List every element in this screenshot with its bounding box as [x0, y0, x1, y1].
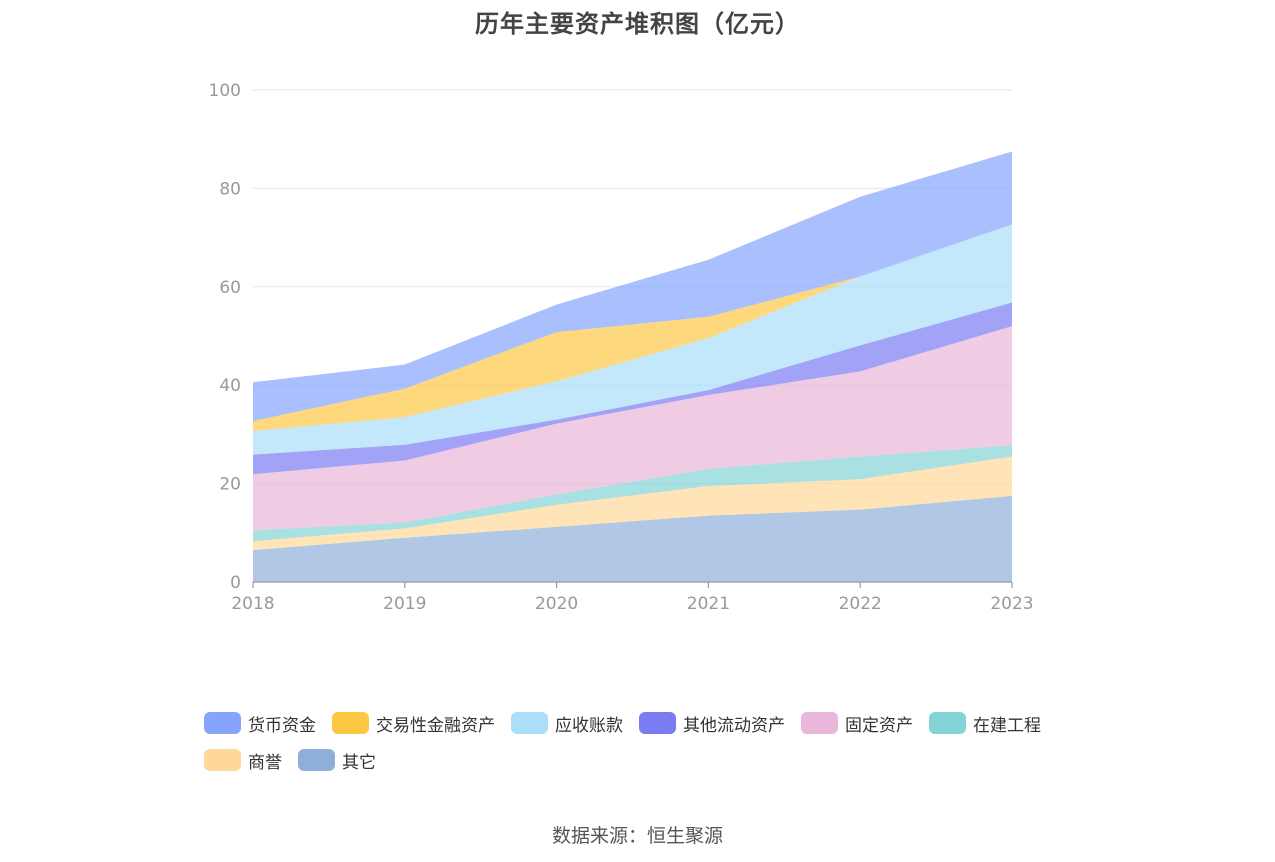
- legend-label: 固定资产: [845, 715, 913, 736]
- legend-item[interactable]: 货币资金: [204, 711, 316, 736]
- x-tick-label: 2022: [839, 594, 882, 614]
- legend-swatch: [929, 712, 966, 734]
- legend-swatch: [204, 712, 241, 734]
- area-2[interactable]: [253, 445, 1012, 542]
- y-tick-label: 0: [230, 573, 241, 593]
- x-tick-label: 2021: [687, 594, 730, 614]
- legend: 货币资金 交易性金融资产 应收账款 其他流动资产 固定资产 在建工程商誉 其它: [204, 708, 1104, 782]
- y-tick-label: 20: [219, 475, 241, 495]
- legend-row: 商誉 其它: [204, 745, 1104, 775]
- legend-label: 应收账款: [555, 715, 623, 736]
- area-7[interactable]: [253, 151, 1012, 422]
- legend-label: 在建工程: [973, 715, 1041, 736]
- legend-row: 货币资金 交易性金融资产 应收账款 其他流动资产 固定资产 在建工程: [204, 708, 1104, 738]
- legend-swatch: [204, 749, 241, 771]
- legend-swatch: [298, 749, 335, 771]
- area-6[interactable]: [253, 224, 1012, 431]
- legend-swatch: [639, 712, 676, 734]
- source-note: 数据来源：恒生聚源: [551, 825, 723, 847]
- legend-item[interactable]: 商誉: [204, 748, 282, 773]
- legend-label: 交易性金融资产: [376, 715, 495, 736]
- area-0[interactable]: [253, 495, 1012, 582]
- x-tick-label: 2020: [535, 594, 578, 614]
- legend-item[interactable]: 交易性金融资产: [332, 711, 495, 736]
- area-3[interactable]: [253, 326, 1012, 531]
- area-series: [253, 151, 1012, 582]
- y-tick-label: 60: [219, 278, 241, 298]
- y-tick-label: 100: [209, 81, 241, 101]
- y-tick-label: 40: [219, 376, 241, 396]
- legend-item[interactable]: 其它: [298, 748, 376, 773]
- legend-label: 货币资金: [248, 715, 316, 736]
- legend-label: 其它: [342, 752, 376, 773]
- legend-swatch: [801, 712, 838, 734]
- legend-item[interactable]: 应收账款: [511, 711, 623, 736]
- stacked-area-chart: 0 20 40 60 80 100 2018 2019 2020 2021 2022 2023: [209, 81, 1034, 614]
- x-tick-label: 2018: [231, 594, 274, 614]
- x-tick-label: 2019: [383, 594, 426, 614]
- legend-swatch: [511, 712, 548, 734]
- axes: 0 20 40 60 80 100 2018 2019 2020 2021 2022 2023: [209, 81, 1034, 614]
- legend-item[interactable]: 在建工程: [929, 711, 1041, 736]
- area-1[interactable]: [253, 456, 1012, 551]
- y-tick-label: 80: [219, 179, 241, 199]
- chart-title: 历年主要资产堆积图（亿元）: [475, 10, 800, 38]
- area-5[interactable]: [253, 224, 1012, 455]
- area-4[interactable]: [253, 302, 1012, 475]
- legend-label: 商誉: [248, 752, 282, 773]
- x-tick-label: 2023: [990, 594, 1033, 614]
- legend-item[interactable]: 固定资产: [801, 711, 913, 736]
- legend-item[interactable]: 其他流动资产: [639, 711, 785, 736]
- legend-swatch: [332, 712, 369, 734]
- legend-label: 其他流动资产: [683, 715, 785, 736]
